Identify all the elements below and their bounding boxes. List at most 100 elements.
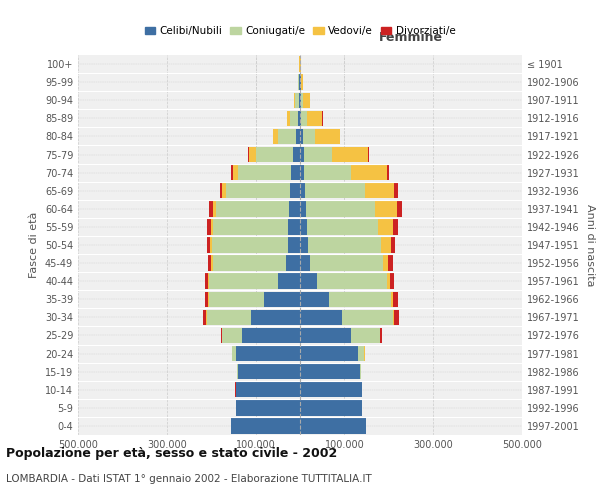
Bar [212, 238, 287, 252]
Bar [301, 92, 303, 108]
Bar [301, 74, 303, 90]
Bar [209, 274, 278, 289]
Bar [208, 256, 211, 271]
Bar [236, 382, 300, 398]
Bar [390, 274, 394, 289]
Bar [332, 147, 368, 162]
Bar [300, 418, 366, 434]
Bar [212, 201, 215, 216]
Bar [248, 147, 249, 162]
Bar [300, 310, 342, 325]
Text: Popolazione per età, sesso e stato civile - 2002: Popolazione per età, sesso e stato civil… [6, 448, 337, 460]
Bar [287, 110, 290, 126]
Bar [236, 346, 300, 362]
Bar [294, 92, 295, 108]
Bar [387, 274, 390, 289]
Bar [298, 74, 299, 90]
Bar [393, 219, 398, 234]
Bar [394, 310, 399, 325]
Bar [300, 346, 358, 362]
Bar [265, 292, 300, 307]
Bar [304, 147, 332, 162]
Bar [211, 219, 213, 234]
Bar [226, 183, 290, 198]
Bar [220, 183, 223, 198]
Bar [391, 238, 395, 252]
Bar [223, 328, 242, 343]
Bar [308, 238, 381, 252]
Bar [300, 147, 304, 162]
Bar [351, 328, 380, 343]
Bar [305, 183, 365, 198]
Bar [211, 238, 212, 252]
Bar [300, 328, 351, 343]
Bar [307, 110, 322, 126]
Bar [317, 274, 387, 289]
Bar [300, 256, 310, 271]
Bar [299, 74, 300, 90]
Bar [207, 219, 211, 234]
Bar [368, 147, 369, 162]
Bar [293, 147, 300, 162]
Bar [256, 147, 293, 162]
Bar [242, 328, 300, 343]
Bar [300, 382, 362, 398]
Bar [300, 400, 362, 415]
Bar [300, 219, 307, 234]
Bar [221, 328, 222, 343]
Bar [289, 219, 300, 234]
Bar [393, 292, 398, 307]
Bar [278, 128, 296, 144]
Bar [238, 364, 300, 380]
Text: Femmine: Femmine [379, 30, 443, 44]
Bar [290, 183, 300, 198]
Bar [378, 219, 393, 234]
Bar [208, 292, 209, 307]
Bar [388, 256, 393, 271]
Bar [209, 201, 212, 216]
Bar [300, 274, 317, 289]
Bar [303, 92, 310, 108]
Bar [300, 128, 302, 144]
Bar [329, 292, 391, 307]
Bar [397, 201, 401, 216]
Text: LOMBARDIA - Dati ISTAT 1° gennaio 2002 - Elaborazione TUTTITALIA.IT: LOMBARDIA - Dati ISTAT 1° gennaio 2002 -… [6, 474, 372, 484]
Y-axis label: Fasce di età: Fasce di età [29, 212, 39, 278]
Bar [211, 256, 212, 271]
Bar [304, 165, 351, 180]
Bar [212, 256, 286, 271]
Bar [249, 147, 256, 162]
Bar [351, 165, 386, 180]
Bar [233, 165, 238, 180]
Bar [300, 201, 306, 216]
Bar [383, 256, 388, 271]
Legend: Celibi/Nubili, Coniugati/e, Vedovi/e, Divorziati/e: Celibi/Nubili, Coniugati/e, Vedovi/e, Di… [140, 22, 460, 40]
Bar [358, 346, 364, 362]
Bar [298, 110, 300, 126]
Bar [300, 110, 301, 126]
Bar [300, 292, 329, 307]
Y-axis label: Anni di nascita: Anni di nascita [585, 204, 595, 286]
Bar [206, 238, 211, 252]
Bar [203, 310, 206, 325]
Bar [310, 256, 383, 271]
Bar [286, 256, 300, 271]
Bar [365, 183, 394, 198]
Bar [302, 128, 315, 144]
Bar [236, 400, 300, 415]
Bar [381, 238, 391, 252]
Bar [205, 292, 208, 307]
Bar [300, 364, 360, 380]
Bar [300, 183, 305, 198]
Bar [289, 201, 300, 216]
Bar [295, 92, 299, 108]
Bar [299, 92, 300, 108]
Bar [342, 310, 393, 325]
Bar [300, 92, 301, 108]
Bar [296, 128, 300, 144]
Bar [278, 274, 300, 289]
Bar [232, 346, 236, 362]
Bar [205, 274, 208, 289]
Bar [300, 165, 304, 180]
Bar [301, 110, 307, 126]
